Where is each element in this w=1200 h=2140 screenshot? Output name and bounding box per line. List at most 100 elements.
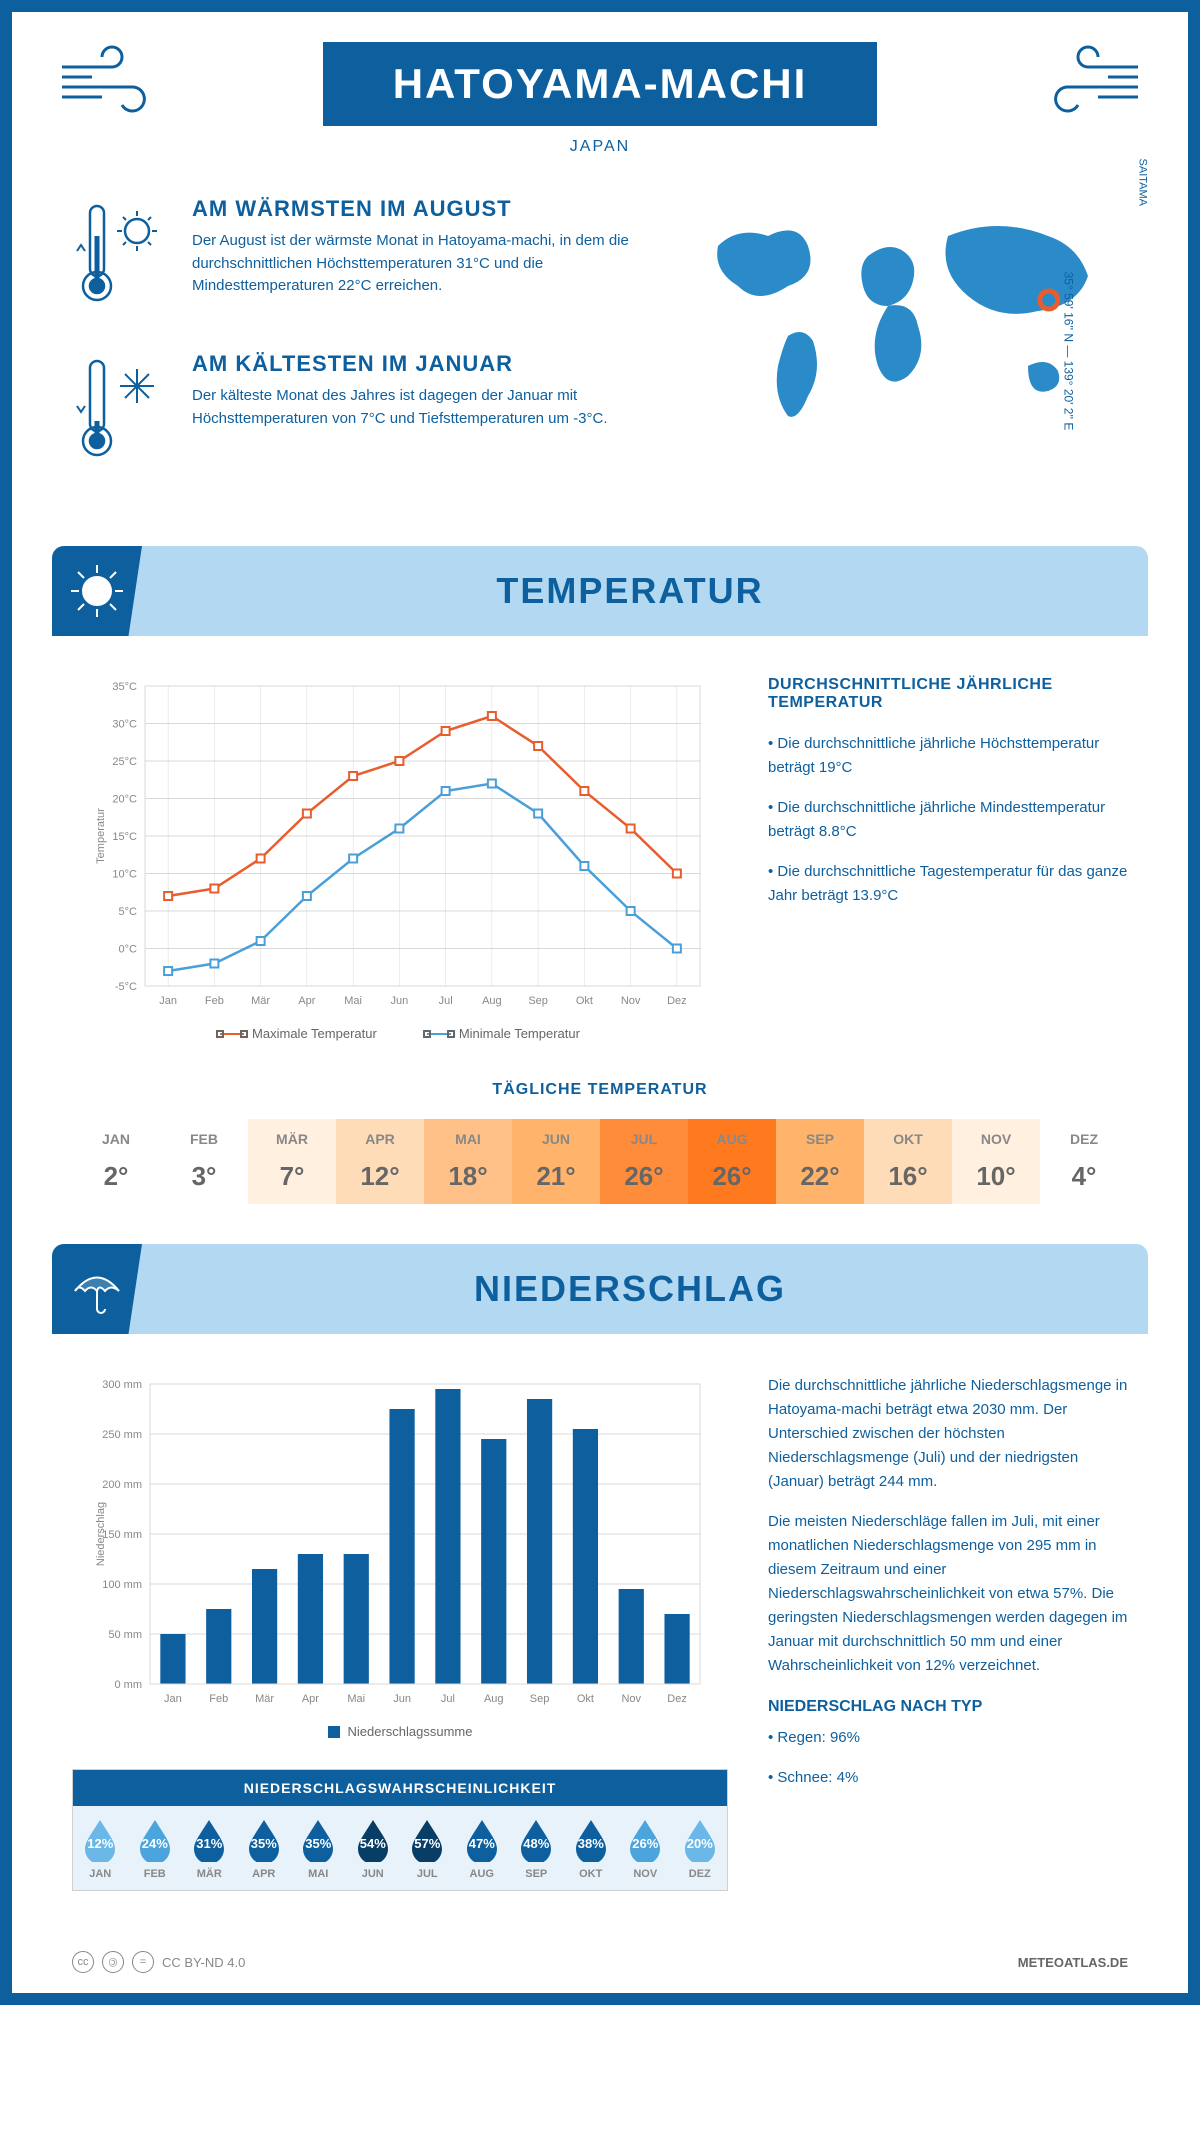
header: HATOYAMA-MACHI JAPAN bbox=[12, 12, 1188, 176]
probability-cell: 47% AUG bbox=[455, 1806, 510, 1890]
wind-icon-right bbox=[1008, 42, 1148, 122]
coldest-text: Der kälteste Monat des Jahres ist dagege… bbox=[192, 385, 648, 430]
precip-p1: Die durchschnittliche jährliche Niedersc… bbox=[768, 1374, 1128, 1494]
precipitation-title: NIEDERSCHLAG bbox=[142, 1268, 1118, 1310]
umbrella-icon bbox=[52, 1244, 142, 1334]
svg-text:Aug: Aug bbox=[482, 995, 502, 1007]
svg-text:Mai: Mai bbox=[344, 995, 362, 1007]
precip-p2: Die meisten Niederschläge fallen im Juli… bbox=[768, 1510, 1128, 1678]
page-title: HATOYAMA-MACHI bbox=[323, 42, 878, 126]
temperature-title: TEMPERATUR bbox=[142, 570, 1118, 612]
precipitation-probability-table: NIEDERSCHLAGSWAHRSCHEINLICHKEIT 12% JAN … bbox=[72, 1769, 728, 1891]
daily-temp-cell: SEP22° bbox=[776, 1119, 864, 1204]
svg-text:Dez: Dez bbox=[667, 1693, 687, 1705]
region-label: SAITAMA bbox=[1136, 159, 1148, 206]
svg-text:Dez: Dez bbox=[667, 995, 687, 1007]
svg-text:20°C: 20°C bbox=[112, 794, 137, 806]
temp-bullet-1: • Die durchschnittliche jährliche Höchst… bbox=[768, 732, 1128, 780]
svg-text:30°C: 30°C bbox=[112, 719, 137, 731]
svg-text:Okt: Okt bbox=[577, 1693, 594, 1705]
warmest-block: AM WÄRMSTEN IM AUGUST Der August ist der… bbox=[72, 196, 648, 321]
daily-temp-cell: JAN2° bbox=[72, 1119, 160, 1204]
precipitation-section: 0 mm50 mm100 mm150 mm200 mm250 mm300 mmJ… bbox=[12, 1334, 1188, 1931]
svg-text:Okt: Okt bbox=[576, 995, 593, 1007]
temperature-section: -5°C0°C5°C10°C15°C20°C25°C30°C35°CJanFeb… bbox=[12, 636, 1188, 1081]
probability-cell: 48% SEP bbox=[509, 1806, 564, 1890]
daily-temp-cell: NOV10° bbox=[952, 1119, 1040, 1204]
svg-text:Jun: Jun bbox=[391, 995, 409, 1007]
svg-text:Nov: Nov bbox=[621, 1693, 641, 1705]
coordinates: 35° 59' 16'' N — 139° 20' 2'' E bbox=[1062, 272, 1076, 431]
daily-temp-cell: AUG26° bbox=[688, 1119, 776, 1204]
probability-cell: 12% JAN bbox=[73, 1806, 128, 1890]
svg-text:Jan: Jan bbox=[164, 1693, 182, 1705]
precipitation-bar-chart: 0 mm50 mm100 mm150 mm200 mm250 mm300 mmJ… bbox=[72, 1374, 728, 1714]
svg-text:25°C: 25°C bbox=[112, 756, 137, 768]
daily-temp-cell: JUN21° bbox=[512, 1119, 600, 1204]
daily-temp-cell: APR12° bbox=[336, 1119, 424, 1204]
temp-bullet-2: • Die durchschnittliche jährliche Mindes… bbox=[768, 796, 1128, 844]
precip-rain: • Regen: 96% bbox=[768, 1726, 1128, 1750]
svg-text:Sep: Sep bbox=[528, 995, 548, 1007]
svg-text:5°C: 5°C bbox=[119, 906, 138, 918]
site-label: METEOATLAS.DE bbox=[1018, 1955, 1128, 1970]
temperature-legend: Maximale Temperatur Minimale Temperatur bbox=[72, 1026, 728, 1041]
precip-snow: • Schnee: 4% bbox=[768, 1766, 1128, 1790]
svg-text:Mär: Mär bbox=[255, 1693, 274, 1705]
thermometer-sun-icon bbox=[72, 196, 172, 321]
intro-section: AM WÄRMSTEN IM AUGUST Der August ist der… bbox=[12, 176, 1188, 546]
daily-temp-title: TÄGLICHE TEMPERATUR bbox=[72, 1081, 1128, 1099]
probability-cell: 26% NOV bbox=[618, 1806, 673, 1890]
svg-text:Jul: Jul bbox=[439, 995, 453, 1007]
prob-title: NIEDERSCHLAGSWAHRSCHEINLICHKEIT bbox=[73, 1770, 727, 1806]
daily-temp-cell: FEB3° bbox=[160, 1119, 248, 1204]
svg-text:200 mm: 200 mm bbox=[102, 1479, 142, 1491]
svg-text:Mai: Mai bbox=[347, 1693, 365, 1705]
warmest-text: Der August ist der wärmste Monat in Hato… bbox=[192, 230, 648, 298]
coldest-block: AM KÄLTESTEN IM JANUAR Der kälteste Mona… bbox=[72, 351, 648, 476]
temperature-line-chart: -5°C0°C5°C10°C15°C20°C25°C30°C35°CJanFeb… bbox=[72, 676, 728, 1016]
svg-text:100 mm: 100 mm bbox=[102, 1579, 142, 1591]
svg-text:-5°C: -5°C bbox=[115, 981, 137, 993]
nd-icon: = bbox=[132, 1951, 154, 1973]
probability-cell: 31% MÄR bbox=[182, 1806, 237, 1890]
svg-text:150 mm: 150 mm bbox=[102, 1529, 142, 1541]
cc-icon: cc bbox=[72, 1951, 94, 1973]
svg-text:Apr: Apr bbox=[298, 995, 315, 1007]
probability-cell: 24% FEB bbox=[128, 1806, 183, 1890]
daily-temp-cell: DEZ4° bbox=[1040, 1119, 1128, 1204]
svg-text:Jul: Jul bbox=[441, 1693, 455, 1705]
wind-icon-left bbox=[52, 42, 192, 122]
sun-icon bbox=[52, 546, 142, 636]
world-map: SAITAMA 35° 59' 16'' N — 139° 20' 2'' E bbox=[688, 196, 1128, 506]
svg-text:0 mm: 0 mm bbox=[115, 1679, 143, 1691]
svg-text:250 mm: 250 mm bbox=[102, 1429, 142, 1441]
coldest-title: AM KÄLTESTEN IM JANUAR bbox=[192, 351, 648, 377]
daily-temperature-table: TÄGLICHE TEMPERATUR JAN2°FEB3°MÄR7°APR12… bbox=[12, 1081, 1188, 1244]
svg-text:15°C: 15°C bbox=[112, 831, 137, 843]
svg-text:300 mm: 300 mm bbox=[102, 1379, 142, 1391]
daily-temp-cell: JUL26° bbox=[600, 1119, 688, 1204]
svg-text:35°C: 35°C bbox=[112, 681, 137, 693]
probability-cell: 35% MAI bbox=[291, 1806, 346, 1890]
precipitation-info: Die durchschnittliche jährliche Niedersc… bbox=[768, 1374, 1128, 1891]
precip-legend: Niederschlagssumme bbox=[348, 1724, 473, 1739]
probability-cell: 38% OKT bbox=[564, 1806, 619, 1890]
attribution-icon: 🄯 bbox=[102, 1951, 124, 1973]
temp-info-title: DURCHSCHNITTLICHE JÄHRLICHE TEMPERATUR bbox=[768, 676, 1128, 712]
country-label: JAPAN bbox=[192, 138, 1008, 156]
temp-bullet-3: • Die durchschnittliche Tagestemperatur … bbox=[768, 860, 1128, 908]
legend-max: Maximale Temperatur bbox=[252, 1026, 377, 1041]
svg-text:Temperatur: Temperatur bbox=[95, 808, 107, 864]
svg-text:0°C: 0°C bbox=[119, 944, 138, 956]
temperature-info: DURCHSCHNITTLICHE JÄHRLICHE TEMPERATUR •… bbox=[768, 676, 1128, 1041]
probability-cell: 20% DEZ bbox=[673, 1806, 728, 1890]
svg-text:Feb: Feb bbox=[209, 1693, 228, 1705]
precip-type-title: NIEDERSCHLAG NACH TYP bbox=[768, 1698, 1128, 1716]
daily-temp-cell: OKT16° bbox=[864, 1119, 952, 1204]
svg-text:Niederschlag: Niederschlag bbox=[95, 1502, 107, 1566]
svg-text:Aug: Aug bbox=[484, 1693, 504, 1705]
probability-cell: 54% JUN bbox=[346, 1806, 401, 1890]
probability-cell: 57% JUL bbox=[400, 1806, 455, 1890]
probability-cell: 35% APR bbox=[237, 1806, 292, 1890]
